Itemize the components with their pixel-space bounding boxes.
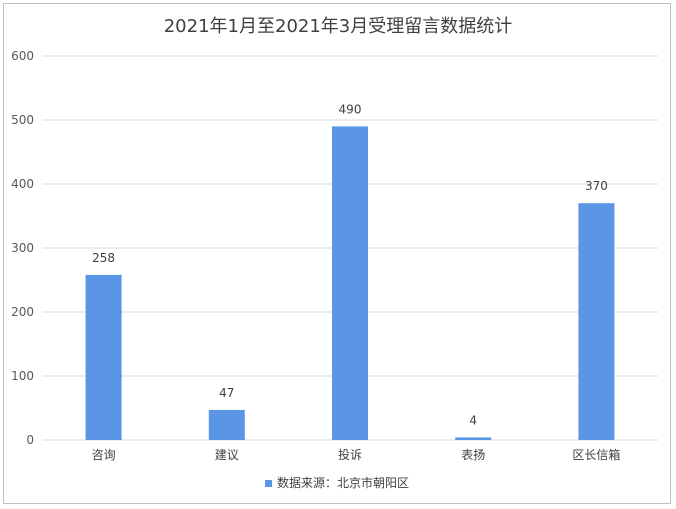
- bars: [85, 126, 615, 441]
- y-tick-label: 500: [11, 113, 34, 127]
- data-label: 258: [92, 251, 115, 265]
- x-category-label: 区长信箱: [572, 447, 620, 462]
- x-category-label: 咨询: [92, 447, 116, 462]
- legend-swatch: [265, 480, 272, 487]
- data-label: 490: [339, 102, 362, 116]
- bar: [578, 203, 615, 440]
- y-tick-label: 400: [11, 177, 34, 191]
- legend: 数据来源：北京市朝阳区: [265, 475, 409, 490]
- x-category-label: 投诉: [338, 447, 362, 462]
- legend-label: 数据来源：北京市朝阳区: [277, 475, 409, 490]
- bar: [85, 274, 122, 440]
- y-tick-label: 200: [11, 305, 34, 319]
- bar: [208, 409, 245, 440]
- data-label: 4: [469, 413, 477, 427]
- data-label: 47: [219, 386, 234, 400]
- chart-title: 2021年1月至2021年3月受理留言数据统计: [164, 16, 513, 37]
- y-tick-label: 0: [26, 433, 34, 447]
- data-label: 370: [585, 179, 608, 193]
- data-labels: 258 47 490 4 370: [92, 102, 608, 427]
- x-axis-categories: 咨询 建议 投诉 表扬 区长信箱: [92, 447, 621, 462]
- x-category-label: 表扬: [461, 447, 485, 462]
- y-axis-ticks: 0 100 200 300 400 500 600: [11, 49, 34, 447]
- y-tick-label: 300: [11, 241, 34, 255]
- y-tick-label: 600: [11, 49, 34, 63]
- bar: [332, 126, 368, 441]
- bar: [455, 437, 492, 440]
- x-category-label: 建议: [215, 448, 239, 462]
- y-tick-label: 100: [11, 369, 34, 383]
